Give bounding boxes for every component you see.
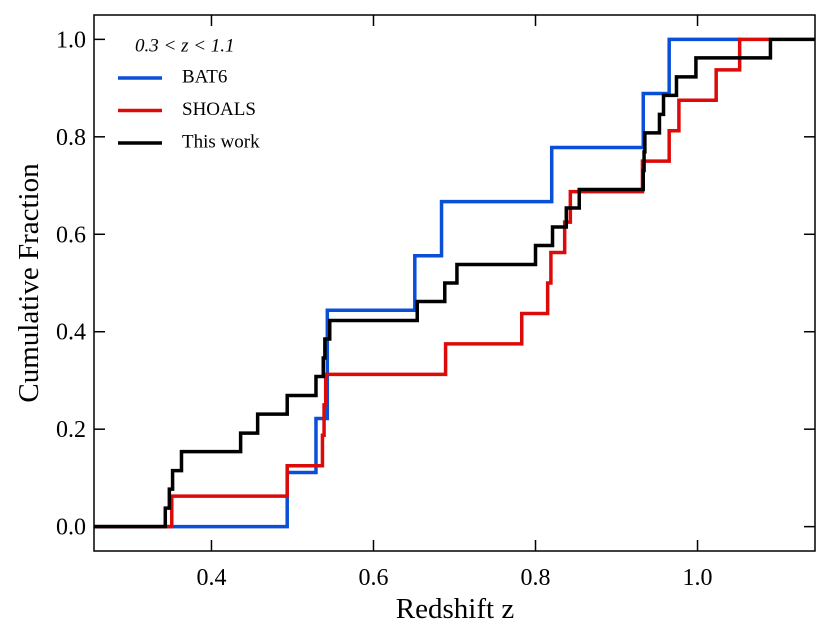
legend-label: BAT6: [182, 66, 227, 87]
legend-label: SHOALS: [182, 99, 256, 120]
y-tick-label: 1.0: [56, 27, 86, 53]
x-tick-label: 0.6: [358, 565, 388, 591]
y-axis-label: Cumulative Fraction: [13, 163, 45, 403]
y-tick-label: 0.0: [56, 515, 86, 541]
y-tick-label: 0.2: [56, 417, 86, 443]
y-tick-label: 0.6: [56, 222, 86, 248]
x-axis-label: Redshift z: [396, 593, 515, 625]
plot-frame: [93, 14, 816, 552]
x-tick-label: 0.8: [521, 565, 551, 591]
legend-label: This work: [182, 131, 260, 152]
x-tick-label: 0.4: [196, 565, 226, 591]
step-line: [94, 37, 769, 529]
y-tick-label: 0.4: [56, 320, 86, 346]
x-tick-label: 1.0: [683, 565, 713, 591]
legend-title: 0.3 < z < 1.1: [135, 35, 235, 56]
step-line: [94, 37, 743, 529]
step-line: [94, 37, 815, 529]
y-tick-label: 0.8: [56, 125, 86, 151]
